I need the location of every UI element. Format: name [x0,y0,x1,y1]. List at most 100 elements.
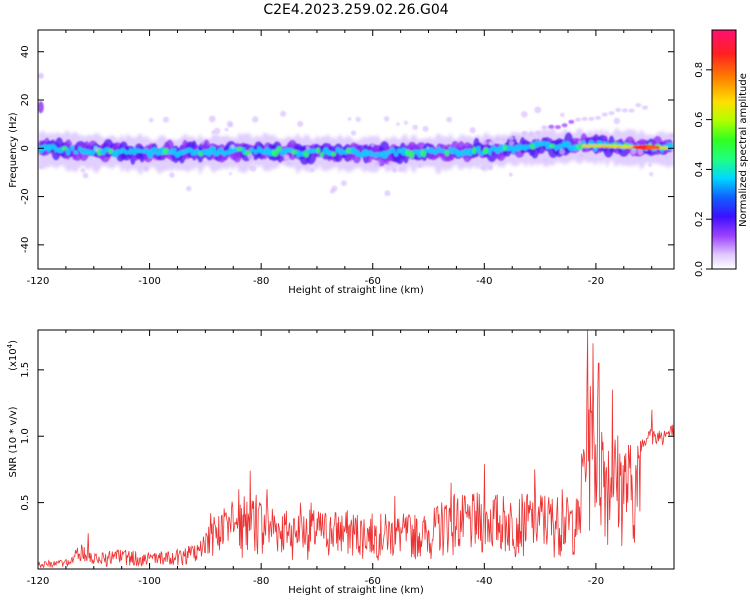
snr-ytick-label: 1.0 [20,428,31,444]
spectrogram-core [327,150,333,156]
spectrogram-streak [494,137,501,142]
spectrogram-speck [331,185,338,192]
spectrogram-streak [621,108,628,113]
spectrogram-streak [568,119,575,124]
snr-frame [37,329,675,570]
spectrogram-speck [446,116,452,123]
spectrogram-xtick-label: -20 [588,276,604,287]
spectrogram-speck [534,106,542,114]
spectrogram-streak [601,112,608,117]
colorbar-tick-label: 0.8 [694,62,705,78]
spectrogram-core [388,147,396,154]
spectrogram-speck [480,165,486,171]
spectrogram-core [128,148,133,155]
spectrogram-core [370,152,375,157]
spectrogram-streak [514,135,521,140]
spectrogram-streak [541,125,548,130]
spectrogram-speck [169,172,175,178]
spectrogram-streak [501,138,508,143]
spectrogram-core [87,149,96,156]
spectrogram-speck [297,120,304,128]
spectrogram-xtick-label: -80 [253,276,269,287]
spectrogram-peak-core [645,146,658,150]
spectrogram-streak [588,116,595,121]
colorbar-tick-label: 0.2 [694,211,705,227]
svg-text:(x104): (x104) [6,340,19,371]
spectrogram-speck [469,127,476,134]
spectrogram-streak [554,125,561,130]
spectrogram-speck [559,148,566,155]
spectrogram-ytick-label: 40 [20,45,31,58]
spectrogram-speck [387,160,393,166]
spectrogram-core-high [616,144,623,149]
spectrogram-core-high [596,143,603,148]
spectrogram-core [475,145,481,153]
spectrogram-speck [355,116,361,122]
spectrogram-speck [637,149,644,156]
spectrogram-speck [370,143,375,148]
spectrogram-streak [641,105,648,110]
spectrogram-speck [230,144,236,150]
spectrogram-speck [252,116,259,123]
colorbar-tick-label: 0.4 [694,161,705,177]
spectrogram-core [253,149,258,155]
spectrogram-ytick-label: -40 [20,237,31,253]
spectrogram-specks [38,72,674,197]
snr-xtick-label: -120 [27,576,50,587]
spectrogram-speck [398,166,404,172]
spectrogram-core [444,149,450,157]
snr-xtick-label: -20 [588,576,604,587]
spectrogram-speck [228,172,233,176]
spectrogram-speck [613,117,621,125]
spectrogram-core [506,145,513,152]
spectrogram-speck [68,157,73,161]
spectrogram-ylabel: Frequency (Hz) [8,112,19,188]
spectrogram-speck [671,149,674,153]
spectrogram-speck [488,165,494,171]
spectrogram-ytick-label: 20 [20,94,31,107]
spectrogram-speck [426,146,430,150]
spectrogram-core [518,144,524,151]
spectrogram-speck [213,127,221,135]
snr-xtick-label: -60 [365,576,381,587]
spectrogram-speck [405,142,410,146]
spectrogram-speck [280,110,287,117]
spectrogram-frame [37,29,675,270]
snr-ytick-label: 1.5 [20,362,31,378]
spectrogram-speck [93,146,100,152]
spectrogram-edge-artifact [38,72,44,79]
spectrogram-speck [648,163,652,167]
spectrogram-speck [80,168,86,173]
spectrogram-speck [186,185,192,192]
spectrogram-core [300,151,305,157]
spectrogram-core [394,151,399,157]
snr-line [38,330,674,569]
spectrogram-edge-artifact [38,101,44,114]
snr-xtick-label: -40 [476,576,492,587]
spectrogram-speck [417,163,422,168]
snr-exponent-power: 4 [6,343,14,348]
spectrogram-xlabel: Height of straight line (km) [288,285,424,296]
spectrogram-core [482,147,490,155]
spectrogram-core [472,146,477,155]
spectrogram-speck [543,157,548,162]
colorbar-gradient [712,30,736,269]
spectrogram-streak [488,141,495,146]
figure-title: C2E4.2023.259.02.26.G04 [263,2,448,18]
snr-ytick-label: 0.5 [20,495,31,511]
spectrogram-speck [396,122,400,126]
spectrogram-speck [82,172,89,179]
spectrogram-streak [628,108,635,113]
snr-xtick-label: -100 [138,576,161,587]
spectrogram-core [65,147,71,156]
spectrogram-core-high [662,146,669,151]
spectrogram-speck [508,140,515,147]
spectrogram-speck [249,164,257,172]
colorbar-frame [711,29,737,270]
colorbar-tick-label: 0.6 [694,112,705,128]
spectrogram-core [374,152,379,158]
spectrogram-core [338,148,345,155]
spectrogram-core [467,148,474,156]
spectrogram-streak [635,103,642,108]
spectrogram-speck [520,110,528,118]
